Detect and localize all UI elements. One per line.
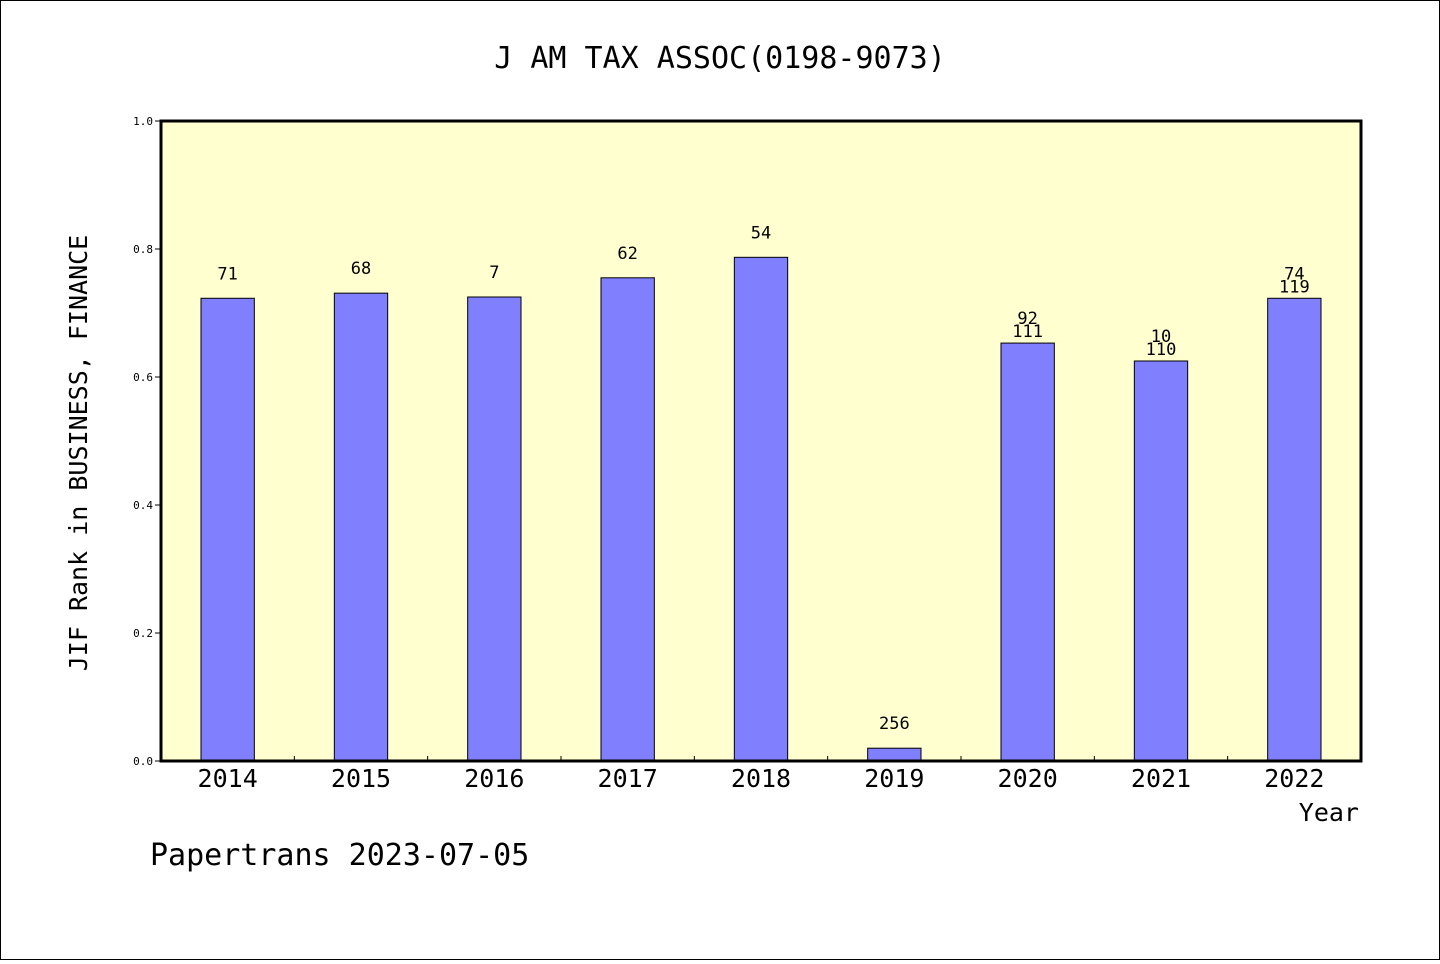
x-tick-label-2018: 2018	[731, 764, 791, 793]
data-label-2021-2: 110	[1146, 340, 1177, 360]
data-label-2021-1: 10	[1151, 327, 1171, 347]
bar-2016	[467, 296, 522, 762]
y-tick-label-0.6: 0.6	[133, 371, 153, 384]
data-label-2017-1: 62	[617, 244, 637, 264]
data-label-2016-1: 7	[489, 263, 499, 283]
plot-border	[159, 119, 1363, 763]
x-tick-label-2014: 2014	[198, 764, 258, 793]
bar-2020	[1000, 342, 1055, 762]
y-tick-label-0.2: 0.2	[133, 627, 153, 640]
y-axis-label: JIF Rank in BUSINESS, FINANCE	[64, 235, 93, 672]
x-tick-label-2020: 2020	[998, 764, 1058, 793]
bar-2019	[867, 747, 922, 762]
data-label-2014-1: 71	[217, 264, 237, 284]
y-tick-label-0.0: 0.0	[133, 755, 153, 768]
bar-2022	[1267, 297, 1322, 762]
data-label-2020-1: 92	[1017, 309, 1037, 329]
y-tick-label-1.0: 1.0	[133, 115, 153, 128]
data-label-2022-2: 119	[1279, 277, 1310, 297]
data-label-2015-1: 68	[351, 259, 371, 279]
y-tick-label-0.8: 0.8	[133, 243, 153, 256]
x-tick-label-2021: 2021	[1131, 764, 1191, 793]
x-tick-label-2022: 2022	[1264, 764, 1324, 793]
bar-2018	[733, 256, 789, 762]
bar-2015	[333, 292, 389, 762]
bar-2021	[1133, 360, 1189, 762]
x-tick-label-2017: 2017	[598, 764, 658, 793]
y-tick-label-0.4: 0.4	[133, 499, 153, 512]
data-label-2020-2: 111	[1012, 322, 1043, 342]
x-tick-label-2019: 2019	[864, 764, 924, 793]
bar-2017	[600, 277, 655, 762]
plot-area: 7120146820157201662201754201825620199211…	[133, 115, 1363, 793]
x-axis-label: Year	[1299, 798, 1359, 827]
data-label-2019-1: 256	[879, 714, 910, 734]
bar-2014	[200, 297, 255, 762]
chart-title: J AM TAX ASSOC(0198-9073)	[494, 41, 946, 76]
x-tick-label-2016: 2016	[464, 764, 524, 793]
data-label-2022-1: 74	[1284, 264, 1304, 284]
data-label-2018-1: 54	[751, 223, 771, 243]
footer-credit: Papertrans 2023-07-05	[150, 838, 529, 873]
x-tick-label-2015: 2015	[331, 764, 391, 793]
